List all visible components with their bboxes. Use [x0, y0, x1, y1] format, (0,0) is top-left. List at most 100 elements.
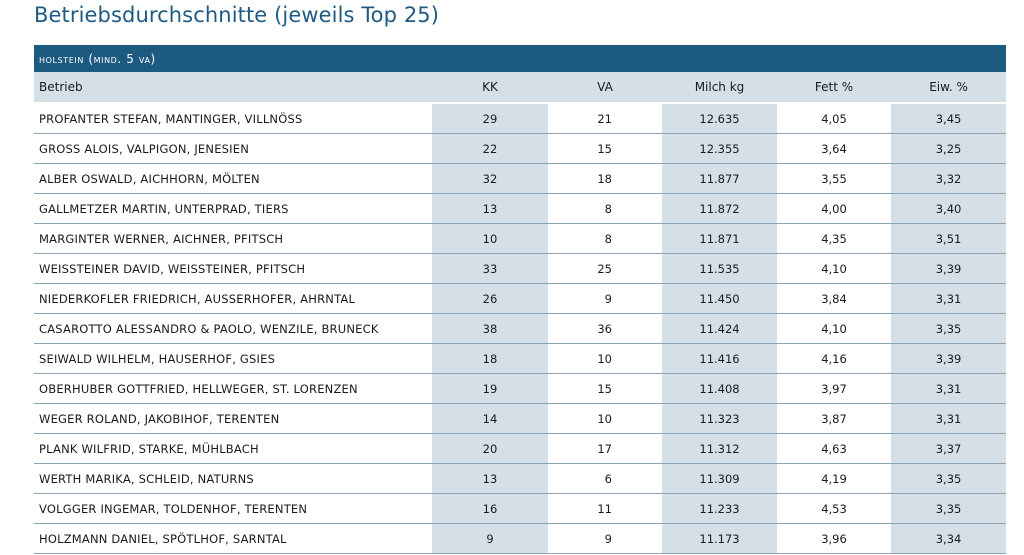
milch-cell: 11.312: [662, 433, 777, 464]
va-cell: 21: [548, 103, 662, 134]
eiweiss-cell: 3,34: [891, 523, 1007, 554]
milch-cell: 11.871: [662, 223, 777, 254]
kk-cell: 16: [432, 493, 548, 524]
va-cell: 8: [548, 223, 662, 254]
eiweiss-cell: 3,39: [891, 253, 1007, 284]
table-row: WEISSTEINER DAVID, WEISSTEINER, PFITSCH 3…: [34, 253, 1007, 284]
betrieb-cell: NIEDERKOFLER FRIEDRICH, AUSSERHOFER, AHR…: [34, 283, 432, 314]
va-cell: 10: [548, 343, 662, 374]
section-title: holstein (mind. 5 va): [34, 45, 1007, 72]
fett-cell: 4,10: [777, 253, 891, 284]
fett-cell: 3,64: [777, 133, 891, 164]
eiweiss-cell: 3,40: [891, 193, 1007, 224]
betrieb-cell: PROFANTER STEFAN, MANTINGER, VILLNÖSS: [34, 103, 432, 134]
va-cell: 15: [548, 373, 662, 404]
table-row: HOLZMANN DANIEL, SPÖTLHOF, SARNTAL 9 9 11.1…: [34, 523, 1007, 554]
eiweiss-cell: 3,45: [891, 103, 1007, 134]
milch-cell: 11.450: [662, 283, 777, 314]
milch-cell: 12.355: [662, 133, 777, 164]
fett-cell: 4,05: [777, 103, 891, 134]
milch-cell: 11.309: [662, 463, 777, 494]
fett-cell: 4,63: [777, 433, 891, 464]
betrieb-cell: ALBER OSWALD, AICHHORN, MÖLTEN: [34, 163, 432, 194]
va-cell: 36: [548, 313, 662, 344]
kk-cell: 18: [432, 343, 548, 374]
milch-cell: 11.233: [662, 493, 777, 524]
eiweiss-cell: 3,31: [891, 283, 1007, 314]
betrieb-cell: WERTH MARIKA, SCHLEID, NATURNS: [34, 463, 432, 494]
va-cell: 25: [548, 253, 662, 284]
betrieb-cell: SEIWALD WILHELM, HAUSERHOF, GSIES: [34, 343, 432, 374]
col-header-betrieb: Betrieb: [34, 72, 432, 104]
va-cell: 8: [548, 193, 662, 224]
milch-cell: 11.424: [662, 313, 777, 344]
col-header-milch: Milch kg: [662, 72, 777, 104]
eiweiss-cell: 3,37: [891, 433, 1007, 464]
milch-cell: 11.535: [662, 253, 777, 284]
table-row: GROSS ALOIS, VALPIGON, JENESIEN 22 15 12.35…: [34, 133, 1007, 164]
fett-cell: 3,96: [777, 523, 891, 554]
betrieb-cell: OBERHUBER GOTTFRIED, HELLWEGER, ST. LORE…: [34, 373, 432, 404]
eiweiss-cell: 3,39: [891, 343, 1007, 374]
fett-cell: 4,35: [777, 223, 891, 254]
kk-cell: 22: [432, 133, 548, 164]
table-row: MARGINTER WERNER, AICHNER, PFITSCH 10 8 11.…: [34, 223, 1007, 254]
kk-cell: 32: [432, 163, 548, 194]
eiweiss-cell: 3,51: [891, 223, 1007, 254]
betrieb-cell: VOLGGER INGEMAR, TOLDENHOF, TERENTEN: [34, 493, 432, 524]
kk-cell: 19: [432, 373, 548, 404]
fett-cell: 4,10: [777, 313, 891, 344]
results-table: holstein (mind. 5 va) Betrieb KK VA Milc…: [34, 45, 1007, 554]
milch-cell: 12.635: [662, 103, 777, 134]
milch-cell: 11.173: [662, 523, 777, 554]
fett-cell: 3,87: [777, 403, 891, 434]
betrieb-cell: CASAROTTO ALESSANDRO & PAOLO, WENZILE, B…: [34, 313, 432, 344]
fett-cell: 3,97: [777, 373, 891, 404]
eiweiss-cell: 3,31: [891, 403, 1007, 434]
va-cell: 9: [548, 523, 662, 554]
table-row: PROFANTER STEFAN, MANTINGER, VILLNÖSS 29 2…: [34, 103, 1007, 134]
va-cell: 9: [548, 283, 662, 314]
fett-cell: 4,53: [777, 493, 891, 524]
kk-cell: 13: [432, 193, 548, 224]
milch-cell: 11.872: [662, 193, 777, 224]
fett-cell: 4,19: [777, 463, 891, 494]
betrieb-cell: MARGINTER WERNER, AICHNER, PFITSCH: [34, 223, 432, 254]
table-row: WEGER ROLAND, JAKOBIHOF, TERENTEN 14 10 11.…: [34, 403, 1007, 434]
fett-cell: 3,84: [777, 283, 891, 314]
va-cell: 10: [548, 403, 662, 434]
eiweiss-cell: 3,35: [891, 493, 1007, 524]
table-row: ALBER OSWALD, AICHHORN, MÖLTEN 32 18 11.877…: [34, 163, 1007, 194]
va-cell: 18: [548, 163, 662, 194]
va-cell: 15: [548, 133, 662, 164]
milch-cell: 11.408: [662, 373, 777, 404]
table-row: CASAROTTO ALESSANDRO & PAOLO, WENZILE, B…: [34, 313, 1007, 344]
table-row: SEIWALD WILHELM, HAUSERHOF, GSIES 18 10 11.…: [34, 343, 1007, 374]
va-cell: 17: [548, 433, 662, 464]
table-row: OBERHUBER GOTTFRIED, HELLWEGER, ST. LORE…: [34, 373, 1007, 404]
milch-cell: 11.323: [662, 403, 777, 434]
section-header: holstein (mind. 5 va): [34, 45, 1007, 72]
kk-cell: 13: [432, 463, 548, 494]
milch-cell: 11.416: [662, 343, 777, 374]
kk-cell: 38: [432, 313, 548, 344]
betrieb-cell: WEISSTEINER DAVID, WEISSTEINER, PFITSCH: [34, 253, 432, 284]
col-header-eiweiss: Eiw. %: [891, 72, 1007, 104]
kk-cell: 9: [432, 523, 548, 554]
betrieb-cell: GALLMETZER MARTIN, UNTERPRAD, TIERS: [34, 193, 432, 224]
table-row: WERTH MARIKA, SCHLEID, NATURNS 13 6 11.309 4…: [34, 463, 1007, 494]
kk-cell: 10: [432, 223, 548, 254]
fett-cell: 4,16: [777, 343, 891, 374]
eiweiss-cell: 3,32: [891, 163, 1007, 194]
col-header-kk: KK: [432, 72, 548, 104]
kk-cell: 26: [432, 283, 548, 314]
col-header-va: VA: [548, 72, 662, 104]
table-row: VOLGGER INGEMAR, TOLDENHOF, TERENTEN 16 11…: [34, 493, 1007, 524]
eiweiss-cell: 3,25: [891, 133, 1007, 164]
eiweiss-cell: 3,35: [891, 313, 1007, 344]
kk-cell: 20: [432, 433, 548, 464]
column-header-row: Betrieb KK VA Milch kg Fett % Eiw. %: [34, 72, 1007, 104]
table-row: PLANK WILFRID, STARKE, MÜHLBACH 20 17 11.31…: [34, 433, 1007, 464]
eiweiss-cell: 3,35: [891, 463, 1007, 494]
kk-cell: 33: [432, 253, 548, 284]
